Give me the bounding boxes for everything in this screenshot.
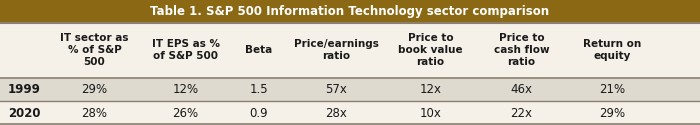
- Text: Price/earnings
ratio: Price/earnings ratio: [293, 39, 379, 61]
- Text: 26%: 26%: [172, 107, 199, 120]
- Text: IT sector as
% of S&P
500: IT sector as % of S&P 500: [60, 33, 129, 67]
- Text: 0.9: 0.9: [250, 107, 268, 120]
- Text: 28%: 28%: [81, 107, 108, 120]
- Text: 1999: 1999: [8, 83, 41, 96]
- Text: Return on
equity: Return on equity: [583, 39, 642, 61]
- Text: 29%: 29%: [599, 107, 626, 120]
- Bar: [0, 78, 700, 101]
- Bar: [0, 0, 700, 22]
- Text: 10x: 10x: [419, 107, 442, 120]
- Text: 21%: 21%: [599, 83, 626, 96]
- Text: 29%: 29%: [81, 83, 108, 96]
- Text: 22x: 22x: [510, 107, 533, 120]
- Text: 46x: 46x: [510, 83, 533, 96]
- Text: 57x: 57x: [325, 83, 347, 96]
- Bar: [0, 101, 700, 125]
- Text: 28x: 28x: [325, 107, 347, 120]
- Text: 12x: 12x: [419, 83, 442, 96]
- Text: Price to
book value
ratio: Price to book value ratio: [398, 33, 463, 67]
- Text: Table 1. S&P 500 Information Technology sector comparison: Table 1. S&P 500 Information Technology …: [150, 5, 550, 18]
- Bar: [0, 22, 700, 78]
- Text: Beta: Beta: [246, 45, 272, 55]
- Text: 2020: 2020: [8, 107, 41, 120]
- Text: Price to
cash flow
ratio: Price to cash flow ratio: [494, 33, 550, 67]
- Text: 12%: 12%: [172, 83, 199, 96]
- Text: 1.5: 1.5: [250, 83, 268, 96]
- Text: IT EPS as %
of S&P 500: IT EPS as % of S&P 500: [151, 39, 220, 61]
